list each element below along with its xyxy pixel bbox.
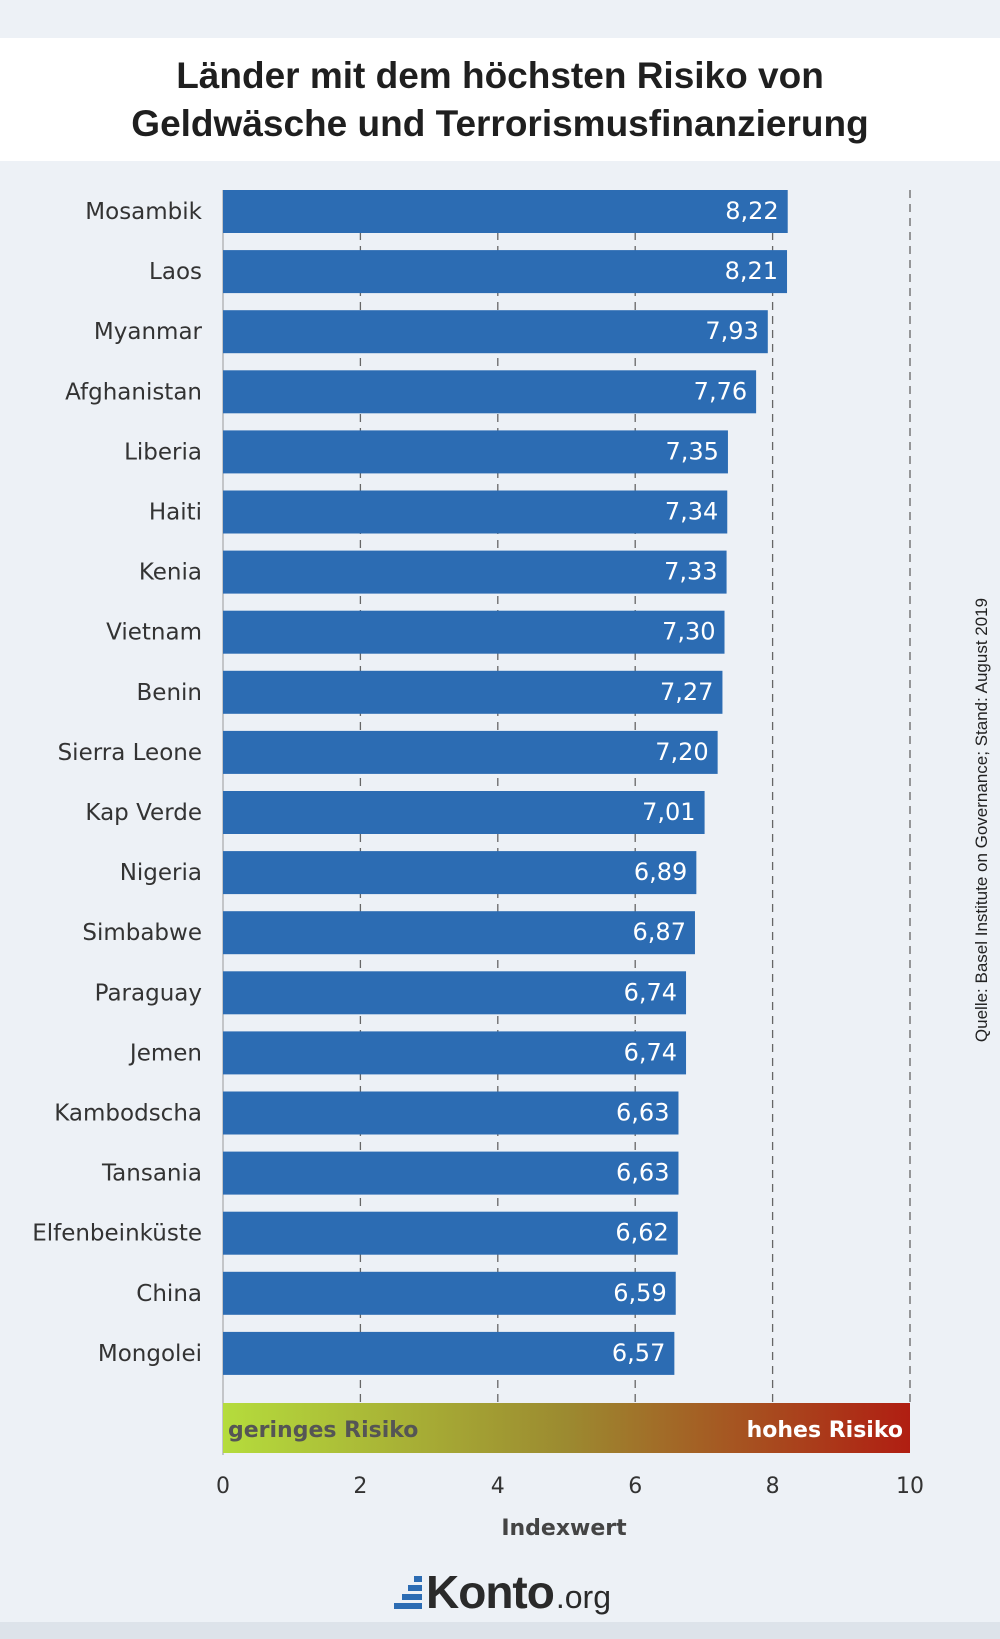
category-label: Vietnam bbox=[106, 620, 202, 646]
value-label: 6,87 bbox=[633, 918, 686, 946]
title-line-2: Geldwäsche und Terrorismusfinanzierung bbox=[131, 103, 869, 144]
value-label: 6,63 bbox=[616, 1159, 669, 1187]
value-label: 7,20 bbox=[655, 738, 708, 766]
category-label: Simbabwe bbox=[82, 920, 202, 946]
category-label: Paraguay bbox=[95, 980, 202, 1006]
bar bbox=[223, 670, 723, 714]
chart-title: Länder mit dem höchsten Risiko von Geldw… bbox=[0, 52, 1000, 148]
category-label: Haiti bbox=[149, 500, 202, 526]
bar bbox=[223, 1271, 676, 1315]
value-label: 7,35 bbox=[666, 437, 719, 465]
value-label: 6,57 bbox=[612, 1339, 665, 1367]
bar bbox=[223, 610, 725, 654]
risk-gradient-bar bbox=[223, 1403, 910, 1453]
category-label: Kenia bbox=[139, 560, 202, 586]
value-label: 7,76 bbox=[694, 377, 747, 405]
category-label: Kambodscha bbox=[54, 1101, 202, 1127]
bar bbox=[223, 490, 728, 534]
value-label: 6,74 bbox=[624, 978, 677, 1006]
x-tick-label: 4 bbox=[491, 1474, 505, 1499]
value-label: 7,27 bbox=[660, 678, 713, 706]
logo-name: Konto bbox=[426, 1566, 555, 1618]
category-label: Nigeria bbox=[120, 860, 202, 886]
category-label: Jemen bbox=[128, 1040, 202, 1066]
category-label: Sierra Leone bbox=[58, 740, 202, 766]
category-label: Mongolei bbox=[98, 1341, 202, 1367]
value-label: 7,93 bbox=[705, 317, 758, 345]
x-tick-label: 6 bbox=[628, 1474, 642, 1499]
bar bbox=[223, 851, 697, 895]
value-label: 7,01 bbox=[642, 798, 695, 826]
bar bbox=[223, 1331, 675, 1375]
high-risk-label: hohes Risiko bbox=[747, 1418, 903, 1443]
value-label: 7,33 bbox=[664, 558, 717, 586]
konto-logo: Konto .org bbox=[394, 1565, 611, 1615]
bar bbox=[223, 1091, 679, 1135]
stack-icon bbox=[394, 1573, 422, 1609]
value-label: 6,62 bbox=[615, 1219, 668, 1247]
value-label: 7,34 bbox=[665, 498, 718, 526]
category-label: Myanmar bbox=[94, 319, 203, 345]
category-label: Kap Verde bbox=[85, 800, 202, 826]
bar bbox=[223, 250, 788, 294]
category-label: Laos bbox=[149, 259, 202, 285]
value-label: 8,22 bbox=[725, 197, 778, 225]
x-tick-label: 8 bbox=[766, 1474, 780, 1499]
bar bbox=[223, 791, 705, 834]
category-label: Afghanistan bbox=[65, 379, 202, 405]
value-label: 6,59 bbox=[613, 1279, 666, 1307]
bar bbox=[223, 370, 757, 414]
bars: Mosambik 8,22 Laos 8,21 Myanmar 7,93 Afghanist… bbox=[32, 190, 788, 1375]
bar bbox=[223, 911, 695, 955]
bar bbox=[223, 550, 727, 594]
bar bbox=[223, 190, 788, 233]
bar bbox=[223, 310, 768, 354]
category-label: Mosambik bbox=[85, 199, 202, 225]
bar bbox=[223, 971, 687, 1015]
risk-scale-band: geringes Risiko hohes Risiko bbox=[223, 1403, 910, 1453]
category-label: China bbox=[136, 1281, 202, 1307]
bar bbox=[223, 1211, 678, 1255]
bar bbox=[223, 730, 718, 774]
category-label: Liberia bbox=[124, 439, 202, 465]
x-tick-label: 2 bbox=[353, 1474, 367, 1499]
category-label: Tansania bbox=[101, 1161, 202, 1187]
logo-tld: .org bbox=[555, 1579, 611, 1615]
value-label: 6,63 bbox=[616, 1099, 669, 1127]
category-label: Benin bbox=[137, 680, 202, 706]
value-label: 7,30 bbox=[662, 618, 715, 646]
value-label: 6,74 bbox=[624, 1038, 677, 1066]
x-tick-label: 10 bbox=[896, 1474, 924, 1499]
x-axis-title: Indexwert bbox=[501, 1516, 627, 1541]
bar bbox=[223, 430, 728, 474]
footer-band bbox=[0, 1622, 1000, 1639]
title-line-1: Länder mit dem höchsten Risiko von bbox=[176, 55, 824, 96]
source-note: Quelle: Basel Institute on Governance; S… bbox=[972, 597, 991, 1043]
x-axis-ticks: 0 2 4 6 8 10 bbox=[216, 1474, 924, 1499]
x-tick-label: 0 bbox=[216, 1474, 230, 1499]
bar bbox=[223, 1151, 679, 1195]
title-band bbox=[0, 38, 1000, 161]
value-label: 6,89 bbox=[634, 858, 687, 886]
bar bbox=[223, 1031, 687, 1075]
value-label: 8,21 bbox=[725, 257, 778, 285]
category-label: Elfenbeinküste bbox=[32, 1221, 202, 1247]
low-risk-label: geringes Risiko bbox=[228, 1418, 418, 1443]
